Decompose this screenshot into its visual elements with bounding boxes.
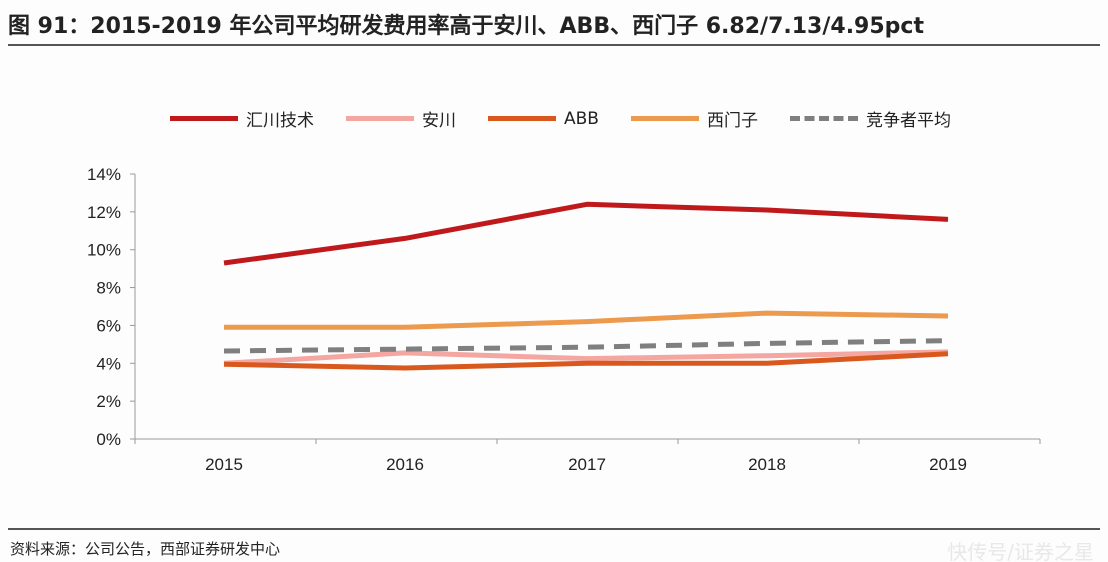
legend-swatch [346,116,414,121]
legend-item: 竞争者平均 [789,106,951,131]
x-tick-label: 2016 [386,455,424,474]
y-tick-label: 12% [87,203,121,222]
y-tick-label: 4% [96,354,121,373]
source-note: 资料来源：公司公告，西部证券研发中心 [10,540,281,558]
series-line-0 [223,201,949,266]
x-tick-label: 2018 [748,455,786,474]
x-tick-label: 2015 [205,455,243,474]
y-tick-label: 10% [87,241,121,260]
legend-label: 竞争者平均 [865,111,951,131]
legend-item: ABB [488,106,599,131]
bottom-divider [8,528,1100,530]
watermark: 快传号/证券之星 [947,540,1094,562]
y-tick-label: 0% [96,430,121,449]
y-tick-label: 6% [96,316,121,335]
legend-item: 西门子 [630,106,758,131]
y-tick-label: 8% [96,279,121,298]
figure-title: 图 91：2015-2019 年公司平均研发费用率高于安川、ABB、西门子 6.… [8,14,924,39]
legend-swatch [170,116,238,121]
legend-item: 汇川技术 [170,106,314,131]
legend-swatch [789,116,858,121]
legend: 汇川技术 安川 ABB 西门子 竞争者平均 [170,106,983,131]
legend-item: 安川 [346,106,456,131]
legend-label: ABB [564,108,599,129]
legend-swatch [488,116,556,121]
legend-label: 西门子 [706,111,758,131]
top-divider [8,44,1100,46]
x-tick-label: 2017 [568,455,606,474]
legend-label: 安川 [422,111,456,131]
y-tick-label: 14% [87,165,121,184]
legend-swatch [630,116,699,121]
series-line-4 [223,338,949,354]
x-tick-label: 2019 [929,455,967,474]
legend-label: 汇川技术 [246,111,314,131]
y-tick-label: 2% [96,392,121,411]
series-line-3 [224,310,949,330]
